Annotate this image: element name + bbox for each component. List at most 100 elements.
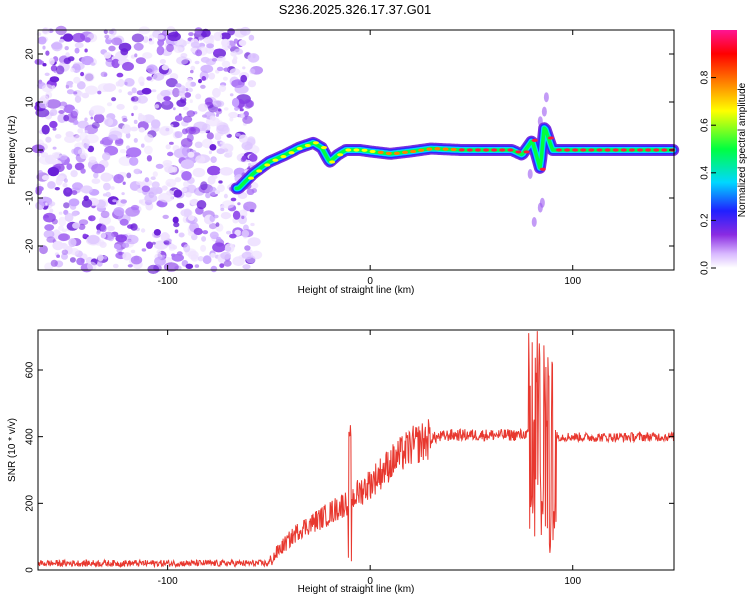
noise-blob bbox=[238, 39, 247, 47]
spectrogram-ridge bbox=[230, 92, 680, 227]
spectrogram-y-label: Frequency (Hz) bbox=[7, 116, 18, 185]
noise-blob bbox=[209, 223, 217, 230]
noise-blob bbox=[74, 47, 80, 54]
noise-blob bbox=[120, 199, 127, 204]
noise-blob bbox=[220, 207, 225, 212]
noise-blob bbox=[210, 252, 216, 258]
noise-blob bbox=[193, 227, 203, 236]
noise-blob bbox=[220, 251, 232, 260]
noise-blob bbox=[104, 34, 110, 39]
ridge-peak bbox=[588, 148, 595, 152]
noise-blob bbox=[76, 257, 85, 266]
noise-blob bbox=[189, 99, 193, 104]
ridge-peak bbox=[377, 150, 384, 154]
ridge-peak bbox=[483, 148, 490, 152]
noise-blob bbox=[72, 182, 83, 191]
noise-blob bbox=[196, 200, 207, 210]
noise-blob bbox=[219, 263, 225, 268]
noise-blob bbox=[93, 172, 99, 179]
noise-blob bbox=[147, 264, 160, 274]
noise-blob bbox=[133, 168, 141, 175]
noise-blob bbox=[91, 178, 101, 185]
noise-blob bbox=[148, 40, 155, 45]
noise-blob bbox=[120, 48, 129, 56]
ridge-peak bbox=[410, 149, 417, 154]
noise-blob bbox=[45, 136, 52, 143]
colorbar-label: Normalized spectral amplitude bbox=[737, 82, 748, 217]
noise-blob bbox=[146, 241, 153, 249]
noise-blob bbox=[184, 92, 192, 98]
colorbar-tick-label: 0.0 bbox=[700, 261, 711, 275]
noise-blob bbox=[219, 167, 234, 176]
noise-blob bbox=[130, 126, 138, 132]
ridge-peak bbox=[369, 149, 376, 154]
noise-blob bbox=[185, 263, 194, 269]
noise-blob bbox=[190, 65, 196, 71]
noise-blob bbox=[35, 186, 44, 192]
noise-blob bbox=[100, 71, 108, 78]
noise-blob bbox=[84, 143, 90, 150]
noise-blob bbox=[163, 96, 171, 101]
noise-blob bbox=[122, 242, 130, 248]
noise-blob bbox=[162, 159, 173, 167]
noise-blob bbox=[235, 132, 241, 137]
ridge-peak bbox=[653, 148, 660, 152]
noise-blob bbox=[247, 80, 257, 88]
noise-blob bbox=[144, 145, 153, 155]
noise-blob bbox=[112, 263, 119, 269]
noise-blob bbox=[154, 104, 160, 109]
noise-blob bbox=[206, 43, 215, 49]
ridge-peak bbox=[402, 150, 409, 154]
noise-blob bbox=[49, 120, 58, 129]
spectrogram-y-tick-label: 20 bbox=[25, 48, 36, 60]
noise-blob bbox=[159, 59, 166, 64]
noise-blob bbox=[141, 185, 151, 193]
noise-blob bbox=[212, 158, 217, 162]
ridge-scatter bbox=[541, 106, 547, 117]
noise-blob bbox=[90, 105, 106, 115]
noise-blob bbox=[44, 72, 50, 77]
noise-blob bbox=[81, 55, 94, 66]
noise-blob bbox=[131, 96, 139, 102]
noise-blob bbox=[116, 248, 123, 253]
noise-blob bbox=[78, 91, 84, 97]
noise-blob bbox=[181, 94, 186, 99]
noise-blob bbox=[133, 42, 144, 51]
ridge-peak bbox=[337, 153, 344, 157]
ridge-peak bbox=[361, 148, 368, 152]
noise-blob bbox=[122, 118, 128, 122]
noise-blob bbox=[37, 36, 47, 45]
noise-blob bbox=[209, 214, 216, 223]
noise-blob bbox=[186, 110, 195, 117]
noise-blob bbox=[61, 253, 68, 260]
noise-blob bbox=[247, 237, 261, 247]
noise-blob bbox=[56, 254, 60, 258]
noise-blob bbox=[139, 81, 145, 87]
noise-blob bbox=[163, 100, 171, 106]
ridge-peak bbox=[320, 146, 327, 150]
noise-blob bbox=[74, 134, 82, 142]
noise-blob bbox=[190, 254, 199, 262]
colorbar-gradient bbox=[711, 30, 737, 268]
noise-blob bbox=[229, 68, 241, 76]
noise-blob bbox=[68, 238, 77, 248]
colorbar-tick-label: 0.4 bbox=[700, 165, 711, 179]
snr-x-tick-label: 0 bbox=[367, 576, 373, 587]
noise-blob bbox=[185, 191, 192, 198]
spectrogram-y-tick-label: 0 bbox=[25, 147, 36, 153]
noise-blob bbox=[58, 110, 65, 114]
noise-blob bbox=[176, 56, 189, 65]
noise-blob bbox=[81, 92, 90, 99]
snr-y-tick-label: 200 bbox=[25, 495, 36, 512]
ridge-peak bbox=[466, 148, 473, 152]
noise-blob bbox=[209, 144, 217, 151]
ridge-peak bbox=[304, 143, 311, 148]
noise-blob bbox=[141, 248, 147, 252]
noise-blob bbox=[220, 32, 231, 40]
noise-blob bbox=[133, 119, 138, 124]
spectrogram-x-tick-label: 100 bbox=[564, 276, 581, 287]
noise-blob bbox=[42, 212, 56, 223]
snr-x-tick-label: 100 bbox=[564, 576, 581, 587]
noise-blob bbox=[110, 186, 115, 190]
noise-blob bbox=[164, 165, 176, 173]
